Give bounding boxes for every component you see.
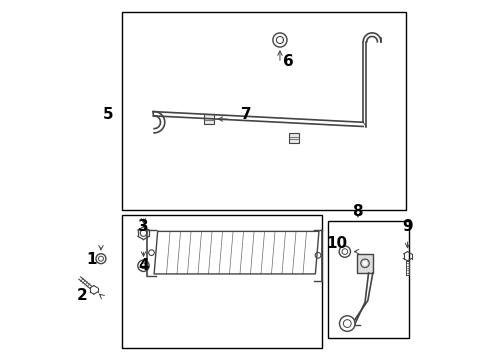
Text: 2: 2 <box>77 288 87 303</box>
Text: 5: 5 <box>102 107 113 122</box>
Bar <box>122 215 322 348</box>
Text: 3: 3 <box>138 219 148 234</box>
Circle shape <box>362 261 366 265</box>
Bar <box>288 133 299 143</box>
Text: 4: 4 <box>138 257 148 273</box>
Text: 10: 10 <box>325 236 346 251</box>
Bar <box>203 114 214 124</box>
Text: 9: 9 <box>402 219 412 234</box>
Bar <box>356 253 372 273</box>
Text: 6: 6 <box>283 54 294 69</box>
Text: 7: 7 <box>241 107 251 122</box>
Text: 8: 8 <box>352 204 363 219</box>
Text: 1: 1 <box>86 252 97 267</box>
Bar <box>327 221 408 338</box>
Bar <box>122 12 405 210</box>
